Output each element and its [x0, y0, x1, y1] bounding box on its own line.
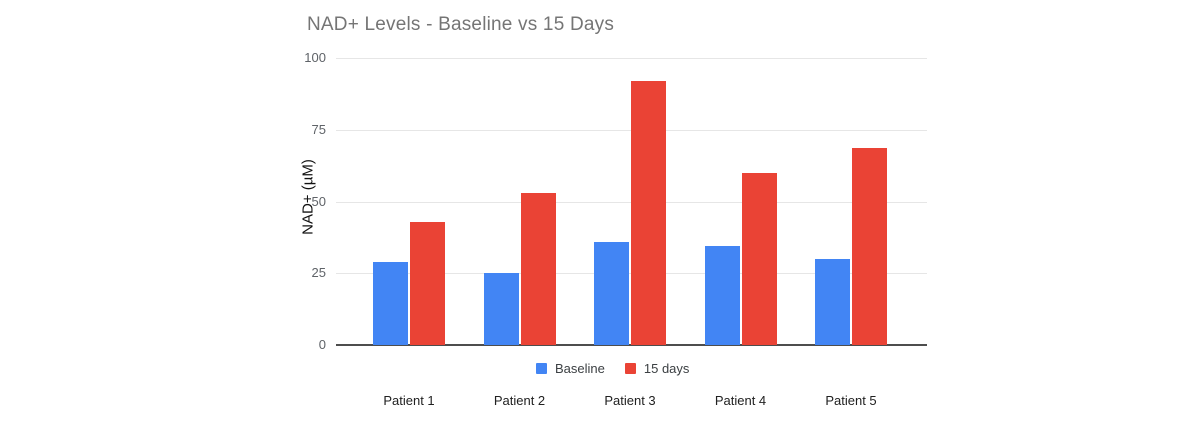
x-label-patient-2: Patient 2: [493, 393, 546, 408]
x-label-patient-4: Patient 4: [714, 393, 767, 408]
legend-label-15-days: 15 days: [643, 361, 690, 376]
bar-15-days-patient-4: [741, 172, 777, 345]
bar-baseline-patient-5: [815, 258, 850, 345]
x-label-patient-1: Patient 1: [383, 393, 435, 408]
legend-item-15-days: 15 days: [624, 361, 690, 376]
bar-baseline-patient-2: [483, 273, 519, 345]
y-tick-label-75: 75: [311, 122, 326, 137]
bar-baseline-patient-3: [594, 241, 629, 345]
legend: Baseline 15 days: [536, 361, 689, 376]
chart-title: NAD+ Levels - Baseline vs 15 Days: [307, 14, 615, 35]
legend-swatch-baseline: [536, 363, 547, 374]
bar-baseline-patient-4: [704, 245, 740, 345]
bar-baseline-patient-1: [373, 261, 408, 345]
bar-15-days-patient-1: [410, 221, 445, 345]
y-tick-label-25: 25: [311, 265, 326, 280]
bar-15-days-patient-3: [631, 80, 666, 345]
y-tick-label-100: 100: [304, 50, 326, 65]
x-label-patient-3: Patient 3: [604, 393, 656, 408]
gridline-100: [336, 58, 927, 59]
x-label-patient-5: Patient 5: [825, 393, 877, 408]
legend-label-baseline: Baseline: [555, 361, 605, 376]
x-axis-line: [336, 344, 927, 346]
y-tick-label-50: 50: [311, 194, 326, 209]
y-tick-label-0: 0: [318, 337, 326, 352]
legend-item-baseline: Baseline: [536, 361, 605, 376]
bar-15-days-patient-5: [852, 148, 887, 345]
legend-swatch-15-days: [624, 363, 636, 374]
bar-15-days-patient-2: [520, 192, 556, 345]
